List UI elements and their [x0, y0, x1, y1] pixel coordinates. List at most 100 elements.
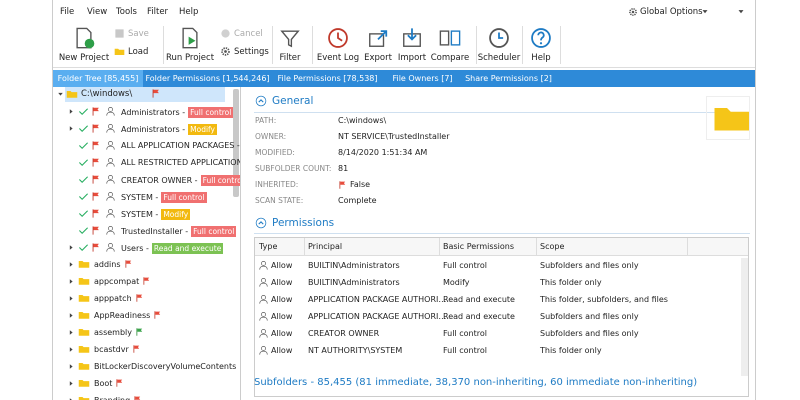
tree-node[interactable]: Branding: [94, 396, 130, 400]
table-cell: This folder only: [540, 346, 602, 355]
icon: [78, 363, 90, 370]
icon-shape: [108, 124, 113, 129]
tree-node[interactable]: SYSTEM - Modify: [121, 209, 191, 220]
toolbar-separator: [476, 26, 477, 64]
icon: [134, 396, 141, 400]
toolbar-button[interactable]: Settings: [234, 47, 269, 57]
icon: [403, 28, 421, 47]
icon-shape: [78, 210, 89, 218]
toolbar-button[interactable]: Compare: [430, 53, 470, 63]
tab[interactable]: Folder Permissions [1,544,246]: [145, 74, 270, 83]
tree-node[interactable]: AppReadiness: [94, 311, 151, 320]
icon: [78, 176, 89, 184]
column-header[interactable]: Principal: [308, 242, 343, 251]
tab[interactable]: Share Permissions [2]: [465, 74, 552, 83]
icon: [78, 159, 89, 167]
tree-node[interactable]: Users - Read and execute: [121, 243, 224, 254]
tab[interactable]: Folder Tree [85,455]: [53, 70, 143, 87]
tree-node[interactable]: bcastdvr: [94, 345, 129, 354]
icon: [738, 10, 744, 14]
principal: Users -: [121, 244, 149, 253]
column-header[interactable]: Type: [259, 242, 278, 251]
tree-node[interactable]: addins: [94, 260, 121, 269]
tree-node[interactable]: apppatch: [94, 294, 132, 303]
toolbar-button[interactable]: Load: [128, 47, 149, 57]
toolbar-button[interactable]: Event Log: [316, 53, 360, 63]
menu-item[interactable]: View: [87, 7, 108, 17]
icon-shape: [135, 396, 141, 400]
icon-shape: [93, 141, 99, 146]
toolbar-button[interactable]: Filter: [279, 53, 301, 63]
toolbar-button[interactable]: New Project: [58, 53, 110, 63]
icon-shape: [259, 350, 268, 355]
menu-item[interactable]: Tools: [116, 7, 137, 17]
table-cell: Allow: [271, 295, 293, 304]
tree-node[interactable]: SYSTEM - Full control: [121, 192, 207, 203]
table-cell: Subfolders and files only: [540, 312, 639, 321]
icon-shape: [93, 192, 99, 197]
toolbar-button[interactable]: Save: [128, 29, 149, 39]
permission-badge: Full control: [191, 226, 237, 237]
menu-item[interactable]: Filter: [147, 7, 169, 17]
toolbar-button[interactable]: Help: [531, 53, 551, 63]
icon: [339, 181, 346, 189]
icon-shape: [93, 107, 99, 112]
tree-node[interactable]: ALL RESTRICTED APPLICATION: [121, 158, 240, 167]
column-header[interactable]: Scope: [540, 242, 565, 251]
icon: [369, 30, 388, 47]
icon-shape: [377, 30, 388, 41]
icon-shape: [69, 109, 73, 114]
menu-item[interactable]: File: [60, 7, 75, 17]
tab[interactable]: File Owners [7]: [392, 74, 453, 83]
icon-shape: [58, 92, 63, 96]
icon: [489, 28, 509, 48]
global-options[interactable]: Global Options: [640, 7, 703, 17]
icon-shape: [106, 247, 115, 252]
column-header[interactable]: Basic Permissions: [443, 242, 515, 251]
tree-node[interactable]: Administrators - Full control: [121, 107, 234, 118]
tree-node[interactable]: appcompat: [94, 277, 140, 286]
icon-shape: [106, 111, 115, 116]
icon: [69, 330, 73, 335]
tree-node[interactable]: C:\windows\: [81, 89, 133, 99]
toolbar-button[interactable]: Export: [364, 53, 392, 63]
subfolders-summary: [255, 378, 748, 396]
tree-node[interactable]: assembly: [94, 328, 132, 337]
icon: [143, 277, 150, 285]
icon-shape: [259, 265, 268, 270]
toolbar-button[interactable]: Import: [397, 53, 427, 63]
toolbar-button[interactable]: Run Project: [165, 53, 215, 63]
table-cell: APPLICATION PACKAGE AUTHORI…: [308, 312, 447, 321]
toolbar-separator: [522, 26, 523, 64]
icon-shape: [93, 124, 99, 129]
icon: [255, 217, 267, 229]
icon-shape: [258, 99, 264, 103]
tab[interactable]: File Permissions [78,538]: [277, 74, 378, 83]
tree-node[interactable]: TrustedInstaller - Full control: [121, 226, 237, 237]
icon: [629, 8, 637, 16]
tree-node[interactable]: CREATOR OWNER - Full control: [121, 175, 240, 186]
tree-node[interactable]: Boot: [94, 379, 113, 388]
icon-shape: [93, 209, 99, 214]
icon-shape: [93, 175, 99, 180]
tree-node[interactable]: Administrators - Modify: [121, 124, 217, 135]
property-label: OWNER:: [255, 132, 287, 141]
icon-shape: [261, 312, 266, 317]
column-divider: [687, 238, 688, 256]
icon: [328, 28, 348, 48]
principal: Administrators -: [121, 108, 186, 117]
icon-shape: [137, 328, 143, 332]
icon: [69, 109, 73, 114]
icon-shape: [69, 364, 73, 369]
icon-shape: [261, 261, 266, 266]
toolbar-button[interactable]: Scheduler: [477, 53, 521, 63]
icon: [106, 107, 115, 116]
tree-node[interactable]: ALL APPLICATION PACKAGES -: [121, 141, 240, 150]
column-divider: [439, 238, 440, 256]
toolbar-button[interactable]: Cancel: [234, 29, 263, 39]
menu-item[interactable]: Help: [179, 7, 199, 17]
icon-shape: [69, 381, 73, 386]
icon-shape: [106, 128, 115, 133]
principal: Administrators -: [121, 125, 186, 134]
tree-node[interactable]: BitLockerDiscoveryVolumeContents: [94, 362, 237, 371]
